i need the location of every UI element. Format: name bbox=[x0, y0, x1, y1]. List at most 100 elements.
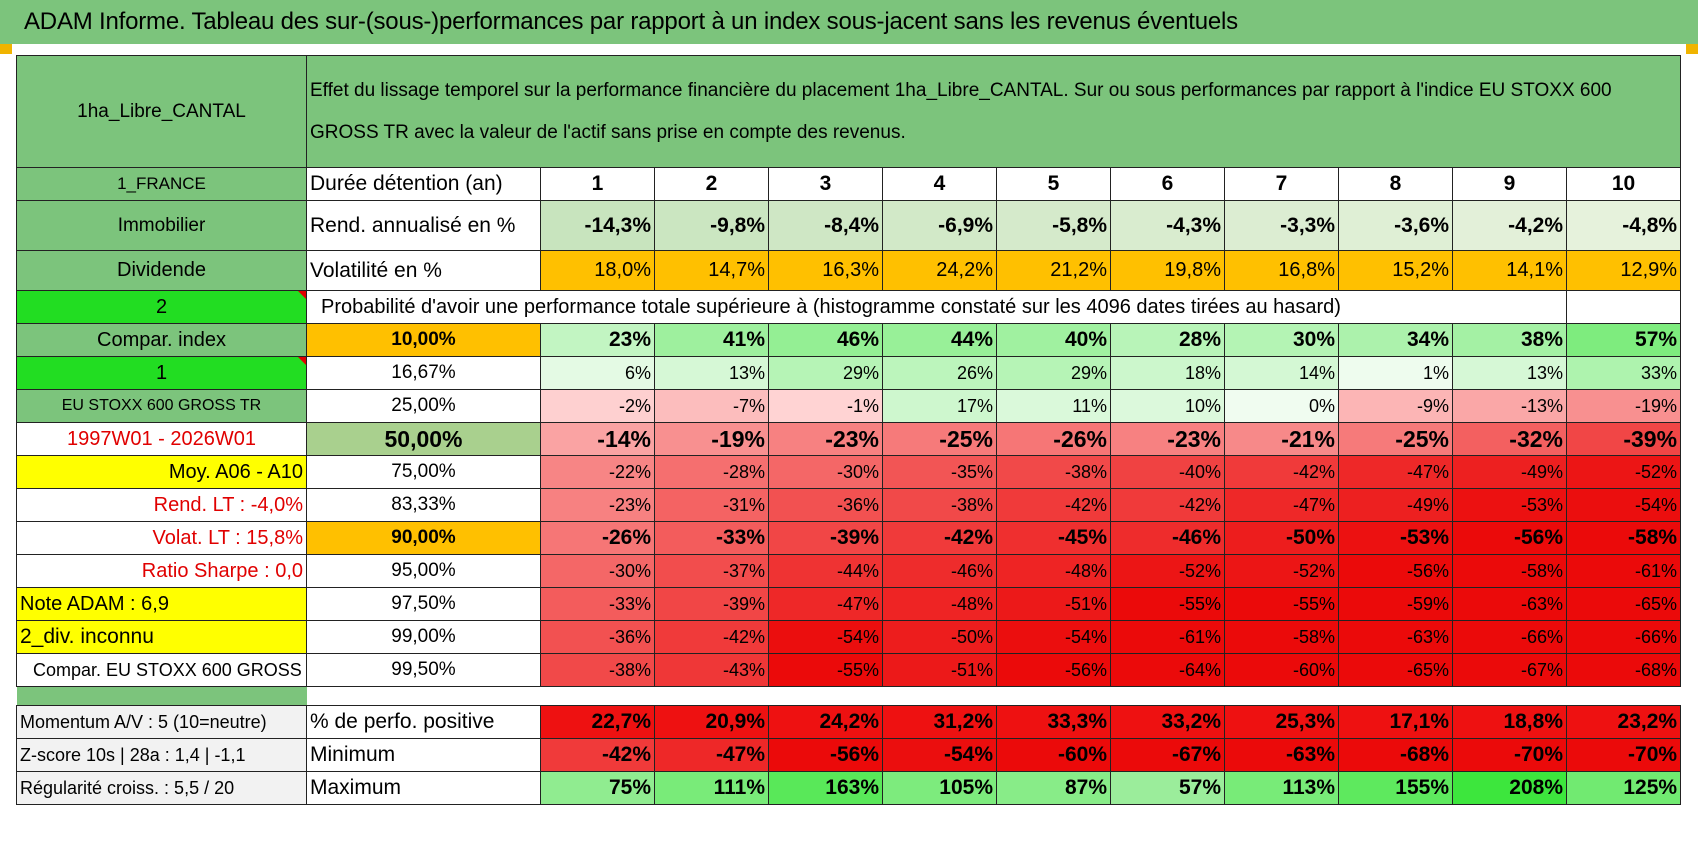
min-value: -60% bbox=[996, 738, 1111, 772]
percentile-value: -65% bbox=[1565, 587, 1682, 621]
percentile-value: -30% bbox=[768, 455, 883, 489]
percentile-value: -43% bbox=[654, 653, 769, 687]
min-value: -47% bbox=[654, 738, 769, 772]
rend-value: -9,8% bbox=[654, 200, 769, 251]
min-value: -67% bbox=[1110, 738, 1225, 772]
pos-value: 31,2% bbox=[882, 705, 997, 739]
index-name: EU STOXX 600 GROSS TR bbox=[16, 389, 307, 423]
percentile-value: -39% bbox=[1565, 422, 1682, 456]
percentile-value: 29% bbox=[996, 356, 1111, 390]
max-value: 57% bbox=[1110, 771, 1225, 805]
percentile-label: 75,00% bbox=[306, 455, 541, 489]
percentile-value: -19% bbox=[1565, 389, 1682, 423]
percentile-value: -42% bbox=[882, 521, 997, 555]
min-value: -68% bbox=[1338, 738, 1453, 772]
percentile-value: -61% bbox=[1110, 620, 1225, 654]
percentile-value: -50% bbox=[882, 620, 997, 654]
min-label: Minimum bbox=[306, 738, 541, 772]
max-value: 87% bbox=[996, 771, 1111, 805]
year-header: 6 bbox=[1110, 167, 1225, 201]
note-adam-label: Note ADAM : 6,9 bbox=[16, 587, 307, 621]
percentile-value: -50% bbox=[1224, 521, 1339, 555]
volat-lt-label: Volat. LT : 15,8% bbox=[16, 521, 307, 555]
percentile-label: 99,50% bbox=[306, 653, 541, 687]
percentile-value: 6% bbox=[540, 356, 655, 390]
percentile-value: -54% bbox=[996, 620, 1111, 654]
percentile-value: -59% bbox=[1338, 587, 1453, 621]
year-header: 5 bbox=[996, 167, 1111, 201]
percentile-value: -58% bbox=[1565, 521, 1682, 555]
percentile-value: -2% bbox=[540, 389, 655, 423]
probability-header: Probabilité d'avoir une performance tota… bbox=[306, 290, 1453, 324]
probability-header-blank bbox=[1565, 290, 1682, 324]
rend-lt-label: Rend. LT : -4,0% bbox=[16, 488, 307, 522]
vol-value: 15,2% bbox=[1338, 250, 1453, 291]
percentile-value: -47% bbox=[1338, 455, 1453, 489]
percentile-value: -66% bbox=[1452, 620, 1567, 654]
percentile-value: -1% bbox=[768, 389, 883, 423]
selector-1[interactable]: 2 bbox=[16, 290, 307, 324]
corner-marker-left bbox=[0, 44, 12, 54]
vol-value: 19,8% bbox=[1110, 250, 1225, 291]
percentile-value: -7% bbox=[654, 389, 769, 423]
percentile-value: -55% bbox=[1224, 587, 1339, 621]
percentile-value: -38% bbox=[996, 455, 1111, 489]
percentile-value: 34% bbox=[1338, 323, 1453, 357]
percentile-value: -55% bbox=[1110, 587, 1225, 621]
max-value: 105% bbox=[882, 771, 997, 805]
pos-value: 18,8% bbox=[1452, 705, 1567, 739]
percentile-value: -56% bbox=[996, 653, 1111, 687]
year-header: 1 bbox=[540, 167, 655, 201]
percentile-label: 97,50% bbox=[306, 587, 541, 621]
percentile-value: -54% bbox=[1565, 488, 1682, 522]
percentile-value: -47% bbox=[1224, 488, 1339, 522]
pos-value: 23,2% bbox=[1565, 705, 1682, 739]
percentile-label: 50,00% bbox=[306, 422, 541, 456]
percentile-value: -40% bbox=[1110, 455, 1225, 489]
rend-value: -5,8% bbox=[996, 200, 1111, 251]
percentile-label: 10,00% bbox=[306, 323, 541, 357]
percentile-value: -52% bbox=[1565, 455, 1682, 489]
percentile-value: 29% bbox=[768, 356, 883, 390]
percentile-value: -39% bbox=[654, 587, 769, 621]
rend-value: -6,9% bbox=[882, 200, 997, 251]
percentile-value: -30% bbox=[540, 554, 655, 588]
probability-header-end bbox=[1452, 290, 1567, 324]
percentile-value: -42% bbox=[1224, 455, 1339, 489]
rend-label: Rend. annualisé en % bbox=[306, 200, 541, 251]
max-value: 111% bbox=[654, 771, 769, 805]
percentile-value: -48% bbox=[882, 587, 997, 621]
percentile-value: -63% bbox=[1452, 587, 1567, 621]
percentile-value: -33% bbox=[654, 521, 769, 555]
percentile-value: -26% bbox=[996, 422, 1111, 456]
percentile-value: -28% bbox=[654, 455, 769, 489]
percentile-value: -55% bbox=[768, 653, 883, 687]
percentile-value: -58% bbox=[1452, 554, 1567, 588]
selector-2[interactable]: 1 bbox=[16, 356, 307, 390]
vol-value: 16,8% bbox=[1224, 250, 1339, 291]
momentum-label: Momentum A/V : 5 (10=neutre) bbox=[16, 705, 307, 739]
year-header: 7 bbox=[1224, 167, 1339, 201]
percentile-value: 0% bbox=[1224, 389, 1339, 423]
percentile-value: -36% bbox=[540, 620, 655, 654]
percentile-value: -23% bbox=[768, 422, 883, 456]
percentile-value: 11% bbox=[996, 389, 1111, 423]
percentile-value: -38% bbox=[882, 488, 997, 522]
performance-table: 1ha_Libre_CANTAL Effet du lissage tempor… bbox=[16, 55, 1682, 805]
vol-value: 14,1% bbox=[1452, 250, 1567, 291]
percentile-value: 44% bbox=[882, 323, 997, 357]
country-label: 1_FRANCE bbox=[16, 167, 307, 201]
rend-value: -8,4% bbox=[768, 200, 883, 251]
rend-value: -14,3% bbox=[540, 200, 655, 251]
vol-label: Volatilité en % bbox=[306, 250, 541, 291]
percentile-value: 13% bbox=[1452, 356, 1567, 390]
separator-blank bbox=[307, 687, 1681, 706]
percentile-label: 83,33% bbox=[306, 488, 541, 522]
sharpe-label: Ratio Sharpe : 0,0 bbox=[16, 554, 307, 588]
percentile-value: -14% bbox=[540, 422, 655, 456]
percentile-value: -46% bbox=[882, 554, 997, 588]
percentile-value: -36% bbox=[768, 488, 883, 522]
percentile-value: 18% bbox=[1110, 356, 1225, 390]
duree-label: Durée détention (an) bbox=[306, 167, 541, 201]
compar-full-label: Compar. EU STOXX 600 GROSS TR bbox=[16, 653, 307, 687]
